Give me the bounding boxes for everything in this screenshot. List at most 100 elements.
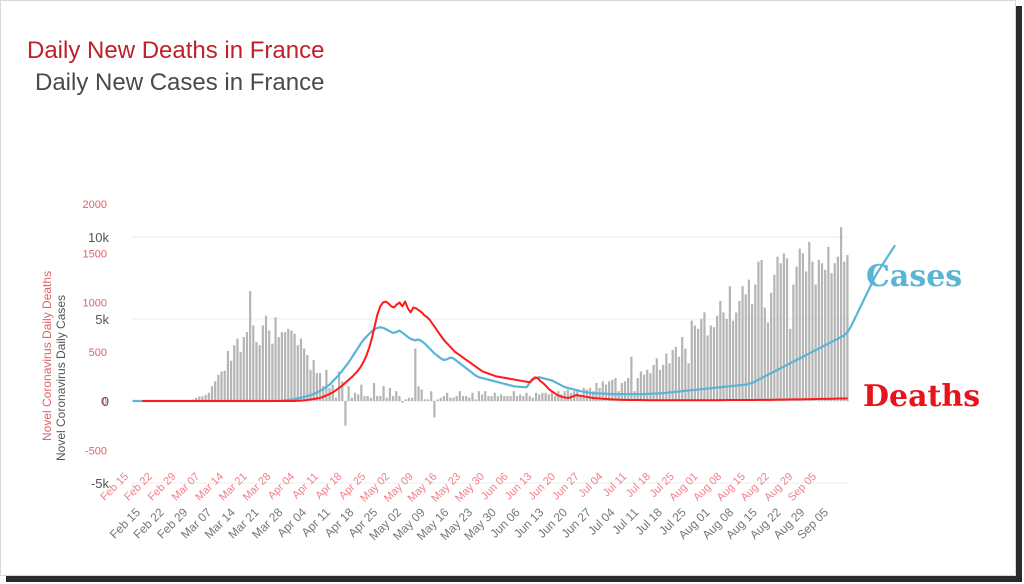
cases-bar	[782, 253, 785, 401]
cases-bar	[436, 399, 439, 401]
cases-bar	[798, 248, 801, 401]
cases-bar	[608, 381, 611, 401]
cases-bar	[258, 345, 261, 401]
cases-bar	[560, 394, 563, 401]
cases-bar	[506, 396, 509, 401]
cases-bar	[671, 350, 674, 401]
cases-bar	[741, 286, 744, 401]
cases-bar	[646, 369, 649, 401]
cases-bar	[588, 387, 592, 401]
cases-bar	[579, 394, 582, 401]
cases-bar	[299, 338, 303, 401]
cases-bar	[725, 319, 728, 401]
cases-bar	[446, 392, 449, 401]
cases-bar	[325, 369, 328, 401]
cases-bar	[255, 341, 258, 401]
x-tick-label-deaths: Jul 18	[624, 471, 653, 500]
cases-bar	[322, 386, 325, 401]
cases-axis-tick-label: 0	[102, 394, 109, 409]
cases-bar	[820, 263, 824, 401]
cases-bar	[242, 337, 245, 401]
cases-bar	[677, 356, 681, 401]
cases-bar	[379, 396, 382, 401]
cases-bar	[703, 312, 706, 401]
cases-bar	[398, 396, 401, 401]
cases-bar	[716, 315, 719, 401]
cases-bar	[306, 355, 309, 401]
cases-bar	[449, 397, 452, 401]
cases-bar	[226, 350, 230, 401]
cases-bar	[652, 364, 655, 401]
cases-bar	[566, 389, 569, 401]
cases-bar	[515, 396, 519, 401]
cases-bar	[280, 332, 284, 401]
cases-bar	[204, 394, 207, 401]
cases-bar	[789, 328, 792, 401]
cases-bar	[801, 253, 805, 401]
cases-bar	[353, 392, 357, 401]
cases-bar	[655, 358, 658, 401]
cases-bar	[471, 392, 474, 401]
cases-bar	[496, 396, 500, 401]
cases-bar	[509, 396, 512, 401]
cases-bar	[223, 370, 226, 401]
cases-bar	[611, 379, 614, 401]
cases-bar	[347, 386, 350, 401]
cases-bar	[662, 364, 665, 401]
cases-bar	[474, 399, 477, 401]
cases-bar	[252, 325, 255, 401]
x-tick-label-deaths: Jun 27	[550, 471, 582, 503]
cases-bar	[407, 397, 411, 401]
cases-bar	[750, 304, 754, 401]
cases-bar	[563, 391, 566, 401]
cases-bar	[430, 391, 433, 401]
cases-bar	[843, 261, 846, 401]
cases-bar	[214, 381, 217, 401]
cases-bar	[731, 320, 735, 401]
cases-bar	[220, 371, 223, 401]
cases-bar	[776, 256, 779, 401]
deaths-axis-title: Novel Coronavirus Daily Deaths	[40, 271, 54, 441]
cases-bar	[404, 399, 407, 401]
cases-bar	[728, 286, 731, 401]
cases-bar	[633, 391, 636, 401]
cases-bar	[554, 396, 557, 401]
cases-bar	[757, 261, 760, 401]
cases-bar	[249, 291, 252, 401]
cases-bar	[465, 396, 468, 401]
deaths-axis-tick-label: 1500	[83, 248, 107, 260]
cases-bar	[658, 369, 662, 401]
deaths-axis-tick-label: 1000	[83, 298, 107, 310]
cases-bar	[744, 294, 747, 401]
cases-bar	[627, 378, 630, 401]
cases-bar	[477, 391, 480, 401]
cases-bar	[595, 382, 598, 401]
cases-bar	[684, 348, 687, 401]
cases-bar	[522, 396, 525, 401]
cases-bar	[722, 312, 725, 401]
cases-bar	[391, 396, 395, 401]
cases-bar	[277, 337, 280, 401]
cases-bar	[779, 263, 782, 401]
cases-bar	[490, 396, 493, 401]
cases-bar	[773, 274, 776, 401]
cases-bar	[690, 320, 693, 401]
cases-axis-tick-label: -5k	[91, 476, 110, 491]
cases-bar	[592, 391, 595, 401]
cases-bar	[792, 284, 795, 401]
cases-bar	[687, 363, 690, 401]
cases-bar	[198, 396, 201, 401]
cases-bar	[420, 389, 423, 401]
cases-bar	[261, 325, 264, 401]
cases-bar	[363, 396, 366, 401]
deaths-title: Daily New Deaths in France	[27, 37, 325, 64]
cases-axis-title: Novel Coronavirus Daily Cases	[54, 295, 68, 461]
cases-bar	[846, 255, 849, 401]
cases-bar	[674, 346, 677, 401]
cases-axis-tick-label: 10k	[88, 230, 109, 245]
cases-bar	[233, 345, 236, 401]
cases-bar	[344, 401, 347, 426]
cases-bar	[805, 271, 808, 401]
cases-bar	[341, 381, 344, 401]
cases-bar	[700, 319, 703, 401]
